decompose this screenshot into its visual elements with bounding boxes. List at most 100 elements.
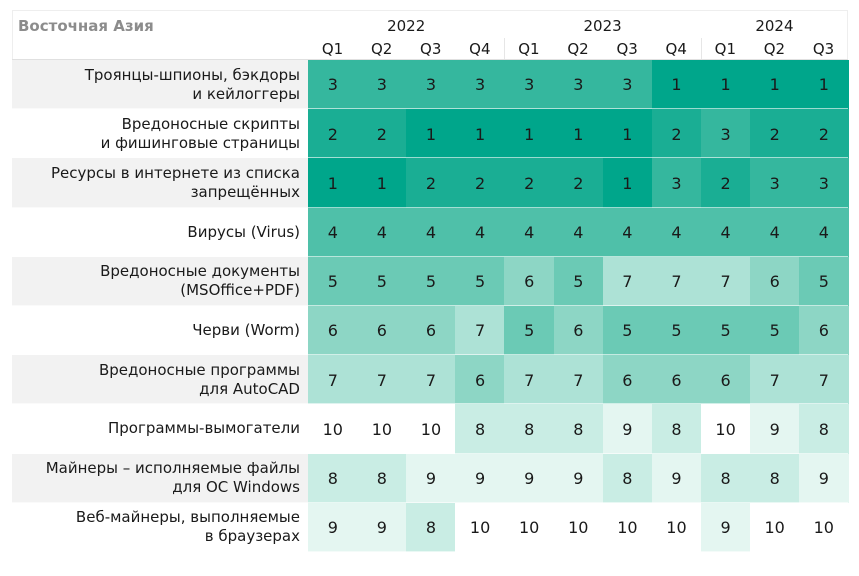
row-label: Вредоносные документы (MSOffice+PDF) bbox=[100, 262, 300, 300]
heat-cell: 8 bbox=[553, 404, 604, 455]
heat-cell: 4 bbox=[553, 207, 604, 258]
row-label: Черви (Worm) bbox=[192, 321, 300, 340]
row-label-bg bbox=[12, 60, 308, 110]
heat-cell: 9 bbox=[406, 453, 456, 504]
heat-cell: 6 bbox=[455, 355, 505, 405]
heat-cell: 10 bbox=[700, 404, 751, 455]
heat-cell: 5 bbox=[700, 306, 751, 356]
heat-cell: 4 bbox=[651, 207, 702, 258]
heat-cell: 5 bbox=[357, 256, 407, 307]
heat-cell: 9 bbox=[504, 453, 554, 504]
heat-cell: 4 bbox=[602, 207, 653, 258]
heat-cell: 2 bbox=[700, 158, 751, 209]
heat-cell: 4 bbox=[504, 207, 554, 258]
heat-cell: 10 bbox=[357, 404, 407, 455]
quarter-label: Q4 bbox=[469, 40, 491, 58]
heat-cell: 10 bbox=[406, 404, 456, 455]
heat-cell: 7 bbox=[357, 355, 407, 405]
row-label-bg bbox=[12, 453, 308, 503]
heat-cell: 6 bbox=[749, 256, 800, 307]
heat-cell: 6 bbox=[308, 306, 358, 356]
row-divider bbox=[12, 501, 849, 503]
row-label: Программы-вымогатели bbox=[107, 419, 300, 438]
heat-cell: 1 bbox=[700, 60, 751, 110]
row-label-bg bbox=[12, 502, 308, 552]
heat-cell: 9 bbox=[308, 502, 358, 553]
heat-cell: 1 bbox=[799, 60, 849, 110]
heat-cell: 6 bbox=[504, 256, 554, 307]
quarter-label: Q4 bbox=[665, 40, 687, 58]
row-divider bbox=[12, 157, 849, 159]
heat-cell: 5 bbox=[406, 256, 456, 307]
heat-cell: 4 bbox=[455, 207, 505, 258]
row-label-bg bbox=[12, 207, 308, 257]
heat-cell: 9 bbox=[799, 453, 849, 504]
heat-cell: 2 bbox=[406, 158, 456, 209]
row-divider bbox=[12, 255, 849, 257]
heat-cell: 5 bbox=[308, 256, 358, 307]
row-label: Майнеры – исполняемые файлы для ОС Windo… bbox=[45, 459, 300, 497]
heat-cell: 3 bbox=[799, 158, 849, 209]
heat-cell: 2 bbox=[308, 109, 358, 159]
heat-cell: 4 bbox=[749, 207, 800, 258]
heat-cell: 2 bbox=[455, 158, 505, 209]
heat-cell: 6 bbox=[651, 355, 702, 405]
heat-cell: 8 bbox=[651, 404, 702, 455]
row-label: Вредоносные скрипты и фишинговые страниц… bbox=[100, 114, 300, 152]
heat-cell: 7 bbox=[602, 256, 653, 307]
heat-cell: 7 bbox=[553, 355, 604, 405]
heat-cell: 10 bbox=[455, 502, 505, 553]
heat-cell: 7 bbox=[455, 306, 505, 356]
heat-cell: 10 bbox=[308, 404, 358, 455]
heat-cell: 1 bbox=[651, 60, 702, 110]
quarter-label: Q1 bbox=[518, 40, 540, 58]
row-label: Вредоносные программы для AutoCAD bbox=[98, 360, 300, 398]
heat-cell: 5 bbox=[602, 306, 653, 356]
heat-cell: 1 bbox=[504, 109, 554, 159]
heat-cell: 8 bbox=[406, 502, 456, 553]
heat-cell: 7 bbox=[308, 355, 358, 405]
heat-cell: 7 bbox=[406, 355, 456, 405]
heat-cell: 8 bbox=[602, 453, 653, 504]
heat-cell: 5 bbox=[455, 256, 505, 307]
heat-cell: 8 bbox=[504, 404, 554, 455]
heat-cell: 6 bbox=[700, 355, 751, 405]
row-label-bg bbox=[12, 158, 308, 208]
row-label-bg bbox=[12, 404, 308, 454]
heat-cell: 3 bbox=[553, 60, 604, 110]
row-label: Веб-майнеры, выполняемые в браузерах bbox=[75, 508, 300, 546]
heat-cell: 9 bbox=[357, 502, 407, 553]
quarter-label: Q1 bbox=[714, 40, 737, 58]
row-divider bbox=[12, 403, 849, 405]
heat-cell: 2 bbox=[651, 109, 702, 159]
heat-cell: 5 bbox=[553, 256, 604, 307]
row-label-bg bbox=[12, 306, 308, 356]
heat-cell: 5 bbox=[749, 306, 800, 356]
row-divider bbox=[12, 551, 849, 552]
heat-cell: 4 bbox=[357, 207, 407, 258]
quarter-label: Q1 bbox=[321, 40, 344, 58]
heat-cell: 3 bbox=[357, 60, 407, 110]
heat-cell: 5 bbox=[799, 256, 849, 307]
heat-cell: 3 bbox=[455, 60, 505, 110]
quarter-label: Q2 bbox=[370, 40, 393, 58]
heat-cell: 2 bbox=[504, 158, 554, 209]
heat-cell: 7 bbox=[799, 355, 849, 405]
year-label: 2022 bbox=[387, 17, 426, 35]
heat-cell: 9 bbox=[700, 502, 751, 553]
quarter-label: Q3 bbox=[420, 40, 442, 58]
heat-cell: 2 bbox=[749, 109, 800, 159]
heat-cell: 7 bbox=[749, 355, 800, 405]
heat-cell: 9 bbox=[651, 453, 702, 504]
heat-cell: 1 bbox=[749, 60, 800, 110]
heat-cell: 8 bbox=[357, 453, 407, 504]
heat-cell: 10 bbox=[651, 502, 702, 553]
heat-cell: 3 bbox=[308, 60, 358, 110]
row-divider bbox=[12, 206, 849, 208]
row-label: Троянцы-шпионы, бэкдоры и кейлоггеры bbox=[84, 65, 300, 103]
heat-cell: 7 bbox=[504, 355, 554, 405]
heat-cell: 8 bbox=[308, 453, 358, 504]
heat-cell: 9 bbox=[553, 453, 604, 504]
heat-cell: 3 bbox=[406, 60, 456, 110]
